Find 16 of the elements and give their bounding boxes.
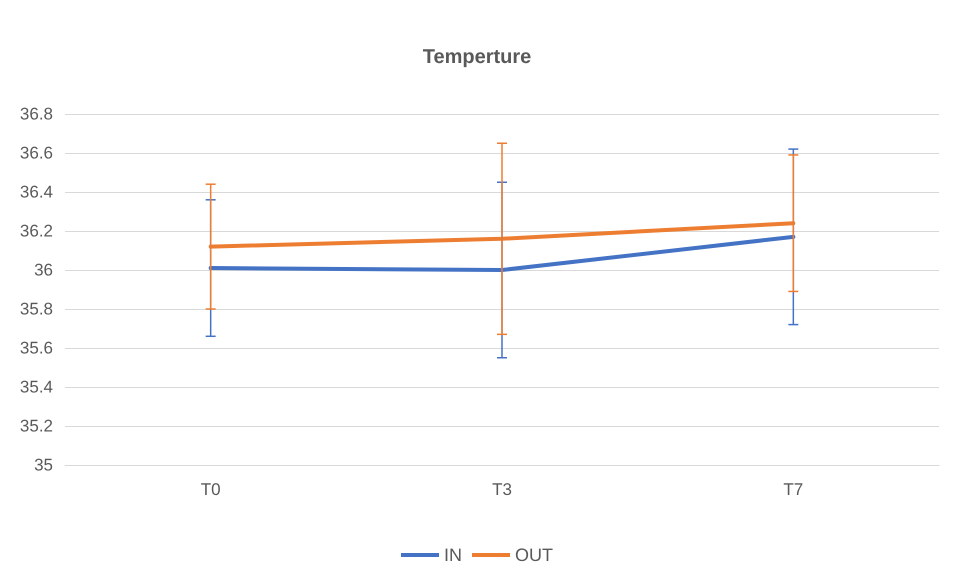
y-tick-label: 35.4: [20, 378, 53, 396]
y-tick-label: 35.8: [20, 300, 53, 318]
y-tick-label: 36: [34, 260, 53, 280]
y-tick-label: 36.4: [20, 182, 53, 202]
y-tick-label: 36.6: [20, 144, 53, 162]
x-tick-label: T0: [200, 480, 221, 499]
chart-title: Temperture: [422, 46, 532, 68]
x-tick-label: T7: [783, 480, 804, 499]
y-tick-label: 35: [34, 456, 53, 474]
y-tick-label: 35.2: [20, 416, 53, 436]
y-tick-label: 36.8: [20, 104, 53, 124]
legend-label: OUT: [515, 545, 553, 565]
y-tick-label: 36.2: [20, 222, 53, 240]
x-tick-label: T3: [492, 480, 512, 499]
y-tick-label: 35.6: [20, 338, 53, 358]
legend-label: IN: [444, 545, 462, 565]
